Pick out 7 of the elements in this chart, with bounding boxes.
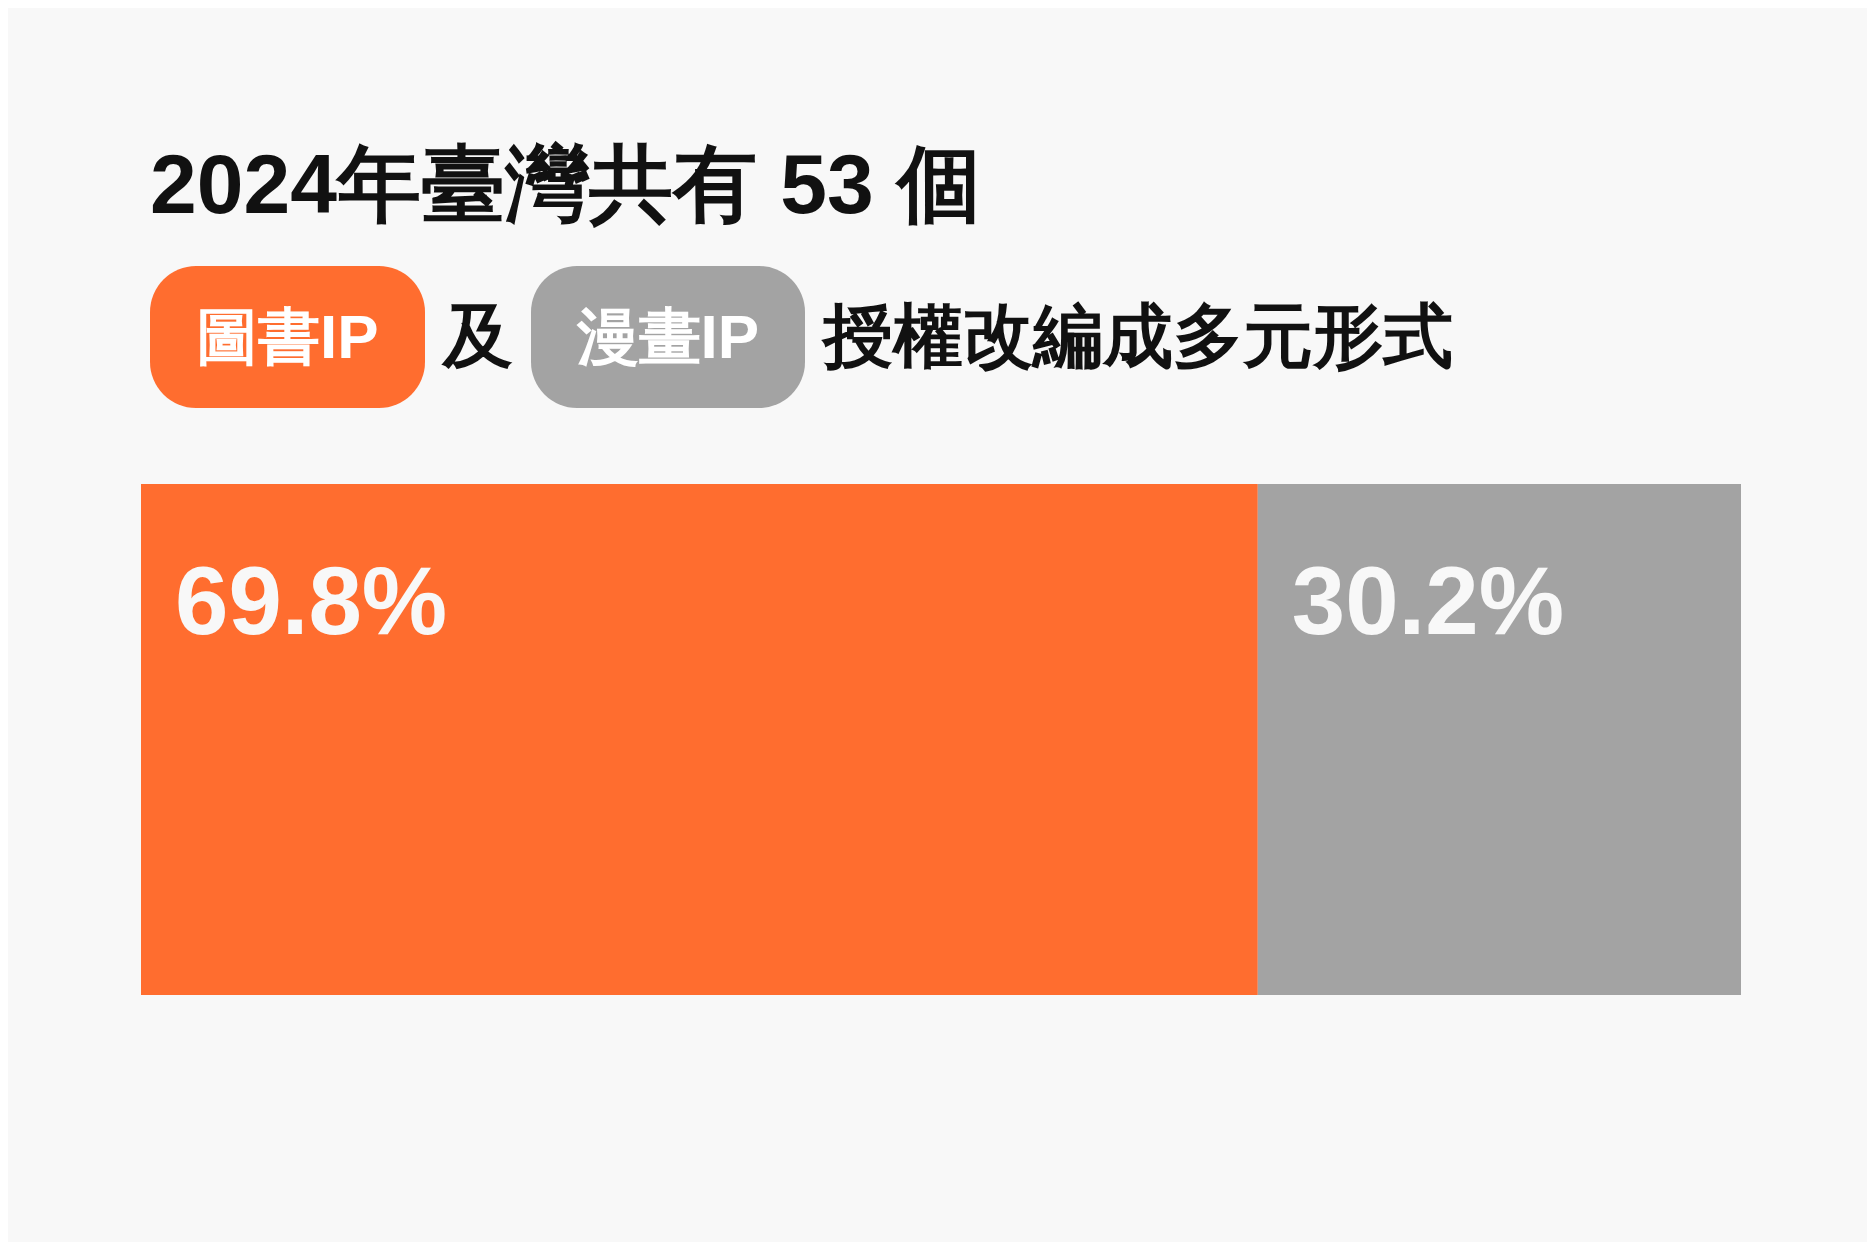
text: 及 [442, 296, 513, 377]
text: 漫畫IP [530, 266, 806, 408]
series-label: 圖書IP [150, 266, 425, 408]
data-label: 69.8% [175, 547, 448, 654]
data-label: 30.2% [1291, 547, 1564, 654]
text: 授權改編成多元形式 [823, 296, 1454, 377]
chart-title: 2024年臺灣共有 53 個 [150, 136, 981, 233]
